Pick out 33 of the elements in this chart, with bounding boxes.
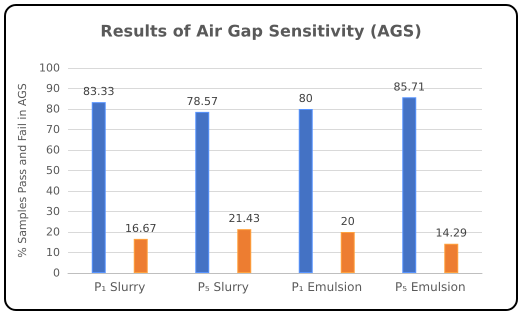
x-tick-label: P₅ Slurry	[198, 280, 249, 294]
y-tick-label: 40	[46, 184, 60, 198]
y-axis-title: % Samples Pass and Fail in AGS	[16, 83, 30, 258]
bar	[195, 112, 210, 273]
y-tick-label: 20	[46, 226, 60, 238]
chart-title: Results of Air Gap Sensitivity (AGS)	[100, 22, 422, 40]
data-label: 20	[340, 215, 355, 228]
x-tick-label: P₁ Slurry	[94, 280, 146, 294]
data-label: 83.33	[83, 85, 114, 98]
bar	[402, 97, 416, 273]
x-tick-label: P₁ Emulsion	[291, 280, 362, 294]
data-label: 21.43	[228, 212, 260, 226]
bar	[92, 102, 106, 273]
y-tick-label: 30	[46, 205, 60, 218]
y-tick-label: 100	[39, 62, 60, 74]
bar	[134, 238, 148, 273]
y-tick-label: 80	[46, 102, 60, 116]
x-tick-label: P₅ Emulsion	[394, 280, 466, 294]
data-label: 14.29	[436, 226, 467, 240]
bar	[237, 229, 252, 273]
bar	[340, 232, 355, 273]
data-label: 80	[298, 92, 313, 105]
data-label: 85.71	[394, 80, 425, 94]
bar	[444, 244, 458, 273]
data-label: 78.57	[186, 94, 218, 108]
data-label: 16.67	[125, 222, 156, 235]
y-tick-label: 10	[46, 246, 60, 259]
bar	[298, 109, 313, 273]
y-tick-label: 60	[46, 144, 60, 156]
y-tick-label: 90	[46, 82, 60, 95]
y-tick-label: 70	[46, 123, 60, 136]
y-tick-label: 0	[53, 266, 60, 280]
y-tick-label: 50	[46, 164, 60, 177]
